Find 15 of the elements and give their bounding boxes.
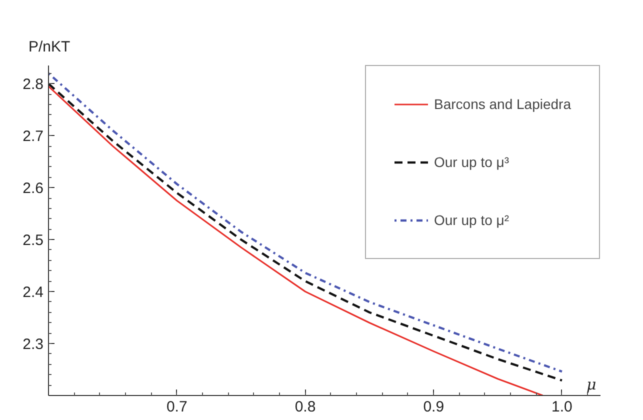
y-tick-label: 2.5: [22, 232, 44, 250]
x-tick-label: 0.8: [294, 398, 316, 416]
x-tick-label: 1.0: [552, 398, 572, 416]
legend-label: Barcons and Lapiedra: [434, 96, 571, 112]
y-tick-label: 2.3: [22, 336, 44, 354]
y-axis-title: P/nKT: [28, 38, 70, 56]
y-tick-label: 2.7: [22, 128, 44, 146]
x-tick-label: 0.7: [166, 398, 188, 416]
y-tick-label: 2.4: [22, 284, 44, 302]
y-tick-label: 2.6: [22, 180, 44, 198]
legend-label: Our up to μ³: [434, 154, 509, 170]
x-axis-title: μ: [586, 376, 596, 394]
legend-label: Our up to μ²: [434, 212, 509, 228]
x-tick-label: 0.9: [423, 398, 444, 416]
y-tick-label: 2.8: [22, 76, 44, 94]
